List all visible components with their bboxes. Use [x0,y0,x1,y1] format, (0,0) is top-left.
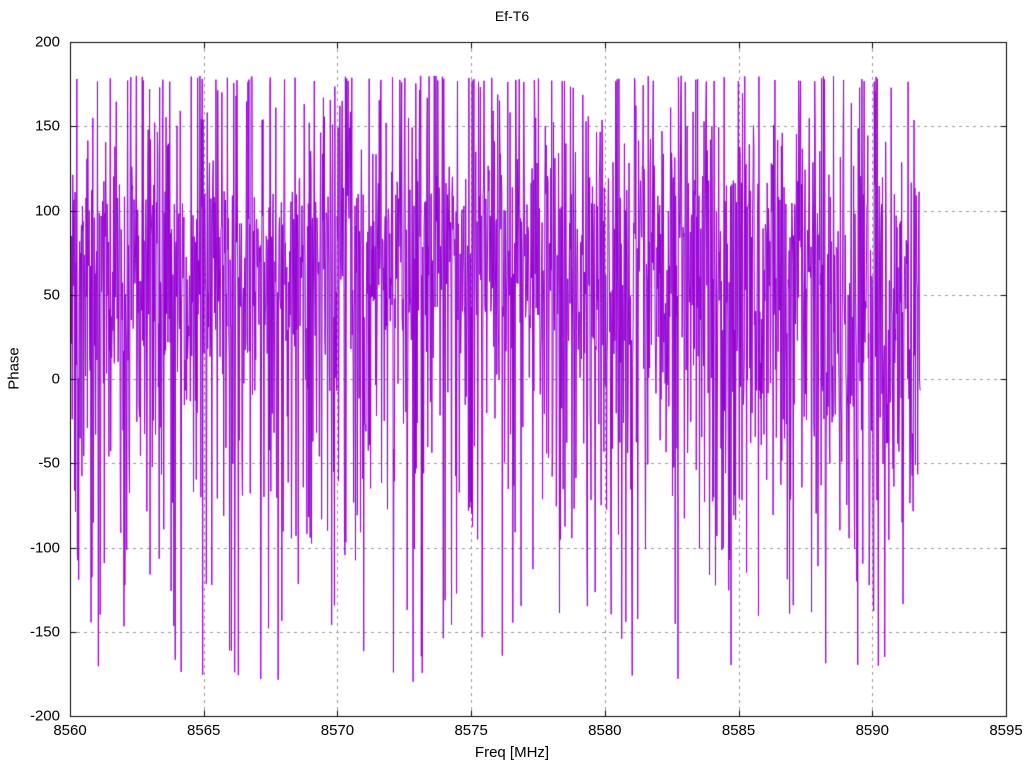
x-tick-label: 8585 [721,722,756,739]
y-tick-label: 0 [51,370,60,388]
y-tick-label: -150 [29,623,60,641]
y-tick-label: 150 [34,117,60,135]
x-tick-label: 8575 [454,722,488,739]
y-tick-label: -50 [38,454,60,472]
y-tick-label: 200 [34,33,60,51]
y-tick-label: 100 [34,202,60,219]
y-tick-label: -200 [29,707,60,725]
y-axis-label: Phase [5,347,23,390]
x-tick-label: 8580 [588,722,622,739]
x-tick-label: 8570 [320,722,355,739]
x-tick-label: 8595 [989,722,1023,739]
x-tick-label: 8565 [187,722,221,739]
y-tick-label: -100 [29,539,60,556]
x-tick-label: 8560 [53,722,87,739]
x-axis-label: Freq [MHz] [474,744,550,761]
x-tick-label: 8590 [855,722,889,739]
y-tick-label: 50 [43,286,60,304]
